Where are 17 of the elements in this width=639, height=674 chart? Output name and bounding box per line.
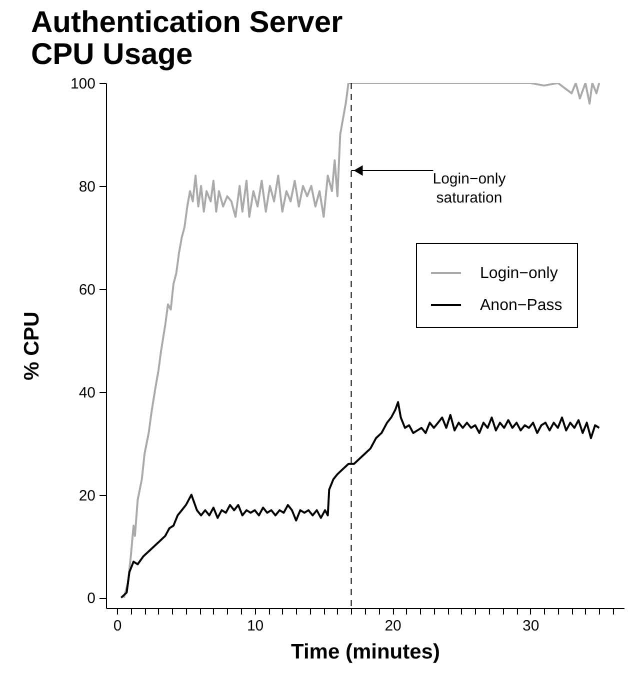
- x-tick-label: 20: [384, 618, 402, 634]
- y-axis-title: % CPU: [20, 312, 44, 380]
- y-tick-label: 40: [78, 384, 96, 402]
- y-tick-label: 100: [70, 76, 96, 92]
- y-tick-label: 20: [78, 487, 96, 504]
- legend-label: Anon−Pass: [480, 297, 562, 314]
- annotation: Login−only saturation: [432, 170, 506, 206]
- legend-label: Login−only: [480, 265, 558, 282]
- y-tick-label: 60: [78, 281, 96, 298]
- x-tick-label: 30: [522, 618, 540, 634]
- y-tick-label: 0: [87, 590, 96, 608]
- chart-title: Authentication Server CPU Usage: [30, 6, 344, 71]
- x-tick-label: 0: [113, 618, 122, 634]
- x-tick-label: 10: [246, 618, 264, 634]
- y-tick-label: 80: [78, 178, 96, 196]
- line-series: [122, 83, 600, 599]
- x-axis-title: Time (minutes): [291, 640, 440, 664]
